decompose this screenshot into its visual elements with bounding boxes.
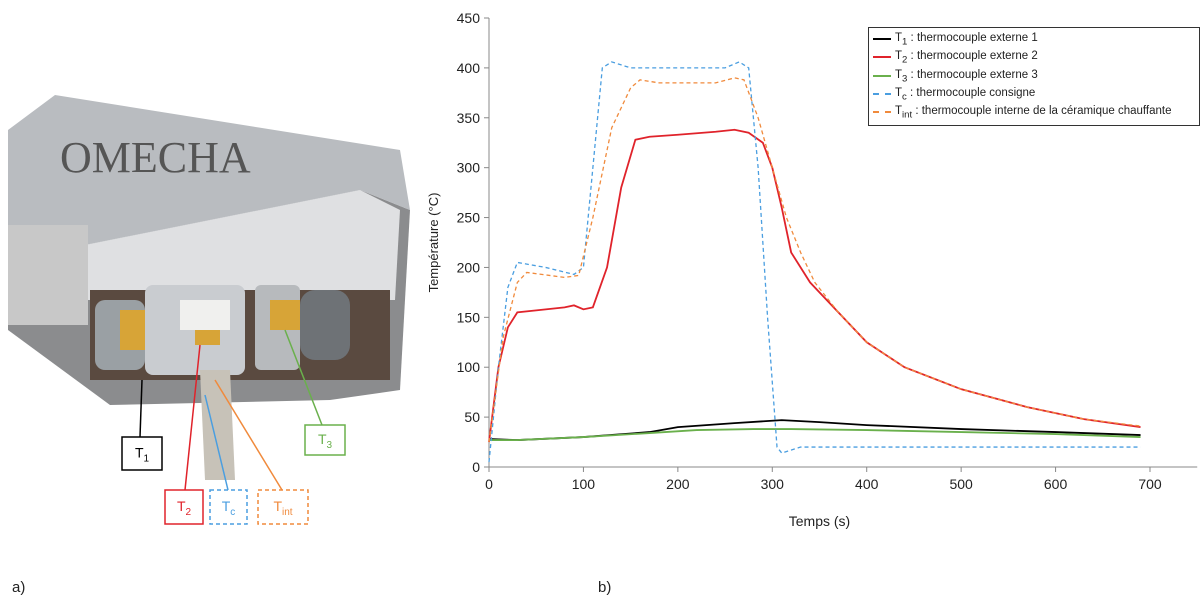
legend-item: T1 : thermocouple externe 1 [873,31,1195,49]
label-box [304,424,346,456]
label-sub: int [282,507,293,518]
label-box [164,489,204,525]
legend-item: Tint : thermocouple interne de la cérami… [873,104,1195,122]
legend-text: T2 : thermocouple externe 2 [895,49,1038,67]
legend-text: T1 : thermocouple externe 1 [895,31,1038,49]
label-main: T [177,498,186,514]
photo-label: T1 [135,445,150,465]
series-line [489,428,1141,441]
label-sub: 2 [186,507,192,518]
photo-label: T3 [318,431,333,451]
label-main: T [222,498,231,514]
photo-label: T2 [177,498,192,518]
y-tick-label: 450 [457,10,481,26]
legend-label: : thermocouple externe 2 [907,50,1038,63]
panel-label: a) [12,579,25,596]
label-sub: c [230,507,235,518]
x-tick-label: 0 [485,476,493,492]
label-main: T [273,498,282,514]
label-box [121,436,163,471]
legend-symbol: T [895,86,903,99]
legend-subscript: 3 [902,72,908,84]
photo-label: Tc [222,498,236,518]
legend-symbol: T [895,68,903,81]
engraving: OMECHA [60,133,251,182]
legend-subscript: c [902,91,907,103]
label-sub: 3 [327,440,333,451]
legend-text: T3 : thermocouple externe 3 [895,68,1038,86]
legend-swatch [873,92,891,95]
legend-symbol: T [895,50,903,63]
legend-swatch [873,38,891,40]
y-tick-label: 300 [457,160,481,176]
legend-subscript: 2 [902,54,908,66]
series-line [488,61,1141,463]
x-tick-label: 500 [949,476,973,492]
legend-label: : thermocouple externe 3 [907,68,1038,81]
legend-item: T3 : thermocouple externe 3 [873,68,1195,86]
legend: T1 : thermocouple externe 1 T2 : thermoco… [868,27,1200,127]
panel-label: b) [598,579,611,596]
y-axis-title: Température (°C) [426,193,441,293]
x-tick-label: 300 [761,476,785,492]
y-tick-label: 200 [457,259,481,275]
y-tick-label: 150 [457,309,481,325]
legend-text: Tint : thermocouple interne de la cérami… [895,104,1172,122]
legend-swatch [873,74,891,77]
x-tick-label: 200 [666,476,690,492]
y-tick-label: 350 [457,110,481,126]
y-tick-label: 0 [472,459,480,475]
series-line [488,128,1141,443]
x-tick-label: 600 [1044,476,1068,492]
label-sub: 1 [144,454,150,465]
x-axis-title: Temps (s) [789,513,850,529]
legend-text: Tc : thermocouple consigne [895,86,1035,104]
photo-label: Tint [273,498,292,518]
x-tick-label: 100 [572,476,596,492]
legend-label: : thermocouple consigne [906,86,1036,99]
legend-swatch [873,111,891,114]
legend-label: : thermocouple interne de la céramique c… [912,105,1172,118]
legend-symbol: T [895,32,903,44]
legend-subscript: 1 [902,36,908,48]
legend-swatch [873,56,891,59]
x-tick-label: 700 [1138,476,1162,492]
y-tick-label: 100 [457,359,481,375]
y-tick-label: 400 [457,60,481,76]
label-main: T [318,431,327,447]
legend-item: T2 : thermocouple externe 2 [873,49,1195,67]
x-tick-label: 400 [855,476,879,492]
label-main: T [135,445,144,461]
photo: OMECHA [8,95,410,491]
legend-symbol: T [895,105,903,118]
label-box [257,489,309,525]
label-box [209,489,248,525]
y-tick-label: 250 [457,210,481,226]
series-line [488,77,1141,443]
y-tick-label: 50 [464,409,480,425]
legend-label: : thermocouple externe 1 [907,32,1038,44]
legend-item: Tc : thermocouple consigne [873,86,1195,104]
legend-subscript: int [902,109,913,121]
